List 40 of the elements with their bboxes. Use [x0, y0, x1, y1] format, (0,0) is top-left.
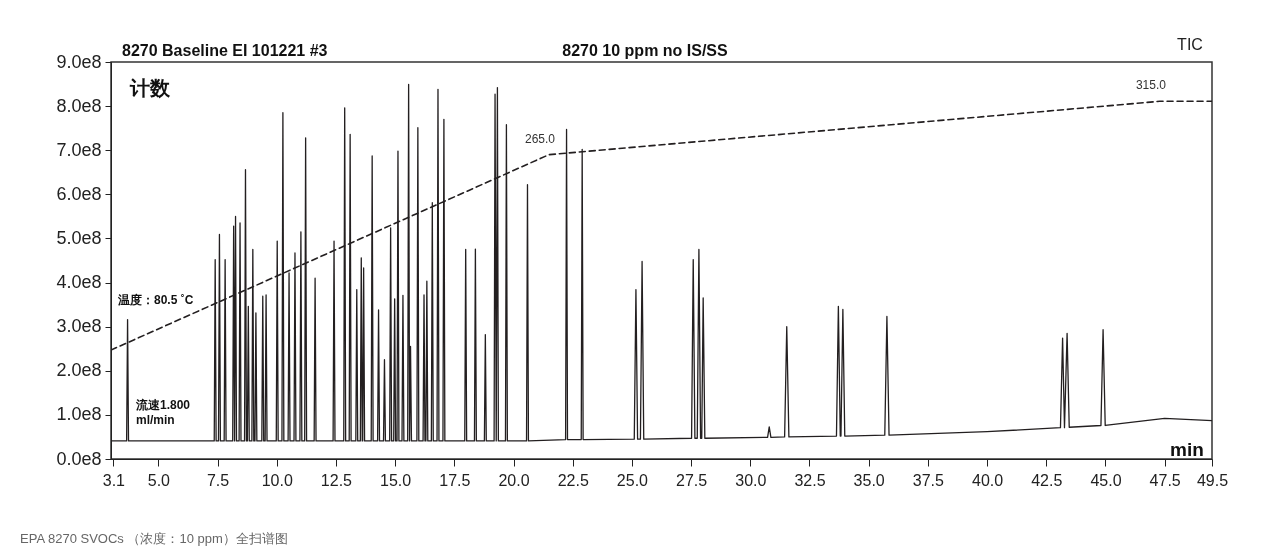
text: EPA 8270 SVOCs （浓度：10 ppm）全扫谱图 — [20, 531, 288, 546]
x-axis-title: min — [1170, 439, 1204, 460]
x-tick-label: 47.5 — [1149, 471, 1181, 489]
x-tick-label: 42.5 — [1031, 471, 1063, 489]
y-tick-label: 2.0e8 — [56, 360, 102, 381]
y-tick-label: 6.0e8 — [56, 183, 102, 204]
x-tick-label: 27.5 — [676, 471, 708, 489]
y-tick-label: 9.0e8 — [56, 51, 102, 72]
x-tick-label: 17.5 — [439, 471, 471, 489]
x-tick-label: 40.0 — [971, 471, 1004, 489]
x-tick-label: 32.5 — [794, 471, 826, 489]
x-tick-label: 35.0 — [853, 471, 885, 489]
y-tick-label: 7.0e8 — [56, 139, 102, 160]
x-tick-label: 7.5 — [206, 471, 230, 489]
x-tick-label: 49.5 — [1196, 471, 1229, 489]
chart-subtitle: 8270 10 ppm no IS/SS — [562, 42, 729, 59]
y-tick-label: 0.0e8 — [56, 448, 102, 469]
chart-title: 8270 Baseline EI 101221 #3 — [122, 42, 328, 59]
x-tick-label: 22.5 — [557, 471, 589, 489]
x-tick-label: 45.0 — [1090, 471, 1122, 489]
x-tick-label: 3.1 — [102, 471, 126, 489]
x-tick-label: 30.0 — [735, 471, 767, 489]
y-tick-label: 3.0e8 — [56, 316, 102, 337]
annotation: 265.0 — [525, 131, 556, 146]
y-tick-label: 4.0e8 — [56, 272, 102, 293]
x-tick-label: 25.0 — [616, 471, 649, 489]
annotation: 315.0 — [1135, 78, 1167, 93]
annotation: 流速1.800 ml/min — [135, 398, 191, 427]
x-tick-label: 37.5 — [912, 471, 945, 489]
x-tick-label: 20.0 — [498, 471, 530, 489]
x-tick-label: 15.0 — [380, 471, 412, 489]
x-tick-label: 12.5 — [320, 471, 353, 489]
text: TIC — [1177, 36, 1203, 53]
y-tick-label: 5.0e8 — [56, 227, 102, 248]
x-tick-label: 5.0 — [147, 471, 171, 489]
y-tick-label: 1.0e8 — [56, 404, 102, 425]
x-tick-label: 10.0 — [261, 471, 293, 489]
y-tick-label: 8.0e8 — [56, 95, 102, 116]
annotation: 温度：80.5 ˚C — [117, 293, 194, 307]
y-axis-title: 计数 — [129, 76, 171, 100]
